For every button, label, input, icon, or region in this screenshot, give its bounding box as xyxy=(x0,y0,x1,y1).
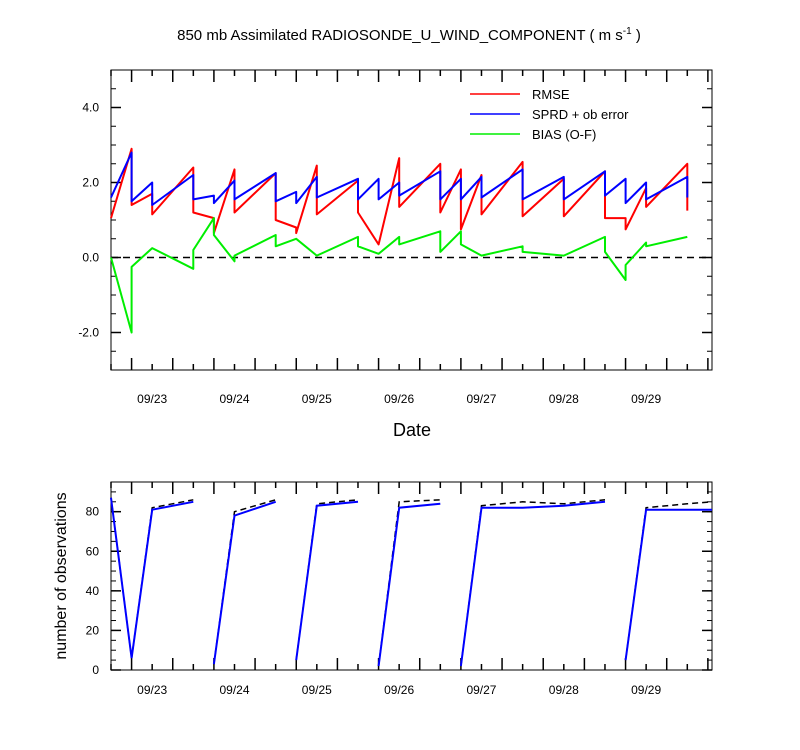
x-tick-label: 09/28 xyxy=(549,392,579,406)
series-count_used-line xyxy=(459,500,606,667)
y-tick-label: 80 xyxy=(86,505,100,519)
x-tick-label: 09/29 xyxy=(631,392,661,406)
x-tick-label: 09/24 xyxy=(219,683,249,697)
x-axis-label: Date xyxy=(393,420,431,440)
series-count_total-line xyxy=(460,499,606,667)
y-axis-label: number of observations xyxy=(53,492,70,659)
series-count_total-line xyxy=(624,501,713,661)
series-count_used-line xyxy=(110,497,194,659)
series-count_used-line xyxy=(624,508,712,661)
series-rmse-line xyxy=(110,147,689,246)
x-tick-label: 09/26 xyxy=(384,683,414,697)
bottom-plot-frame xyxy=(110,481,713,671)
y-tick-label: 40 xyxy=(86,584,100,598)
x-tick-label: 09/25 xyxy=(302,392,332,406)
legend-label-bias: BIAS (O-F) xyxy=(532,127,596,142)
y-tick-label: 4.0 xyxy=(82,101,99,115)
x-tick-label: 09/28 xyxy=(549,683,579,697)
series-count_used-line xyxy=(377,502,441,667)
y-tick-label: 2.0 xyxy=(82,176,99,190)
series-count_used-line xyxy=(295,500,359,661)
bottom-panel: 09/23 09/24 09/25 09/26 09/27 09/28 09/29 0 20 40… xyxy=(53,481,713,697)
x-tick-label: 09/29 xyxy=(631,683,661,697)
x-tick-label: 09/26 xyxy=(384,392,414,406)
legend-label-rmse: RMSE xyxy=(532,87,570,102)
y-tick-label: 60 xyxy=(86,544,100,558)
series-count_total-line xyxy=(377,499,441,667)
y-tick-label: 0 xyxy=(92,663,99,677)
x-tick-label: 09/27 xyxy=(466,683,496,697)
y-tick-label: -2.0 xyxy=(78,326,99,340)
x-tick-label: 09/23 xyxy=(137,683,167,697)
x-tick-label: 09/27 xyxy=(466,392,496,406)
y-tick-label: 0.0 xyxy=(82,251,99,265)
series-count_total-line xyxy=(110,497,194,659)
x-tick-label: 09/23 xyxy=(137,392,167,406)
chart-title: 850 mb Assimilated RADIOSONDE_U_WIND_COM… xyxy=(177,26,641,44)
x-tick-label: 09/25 xyxy=(302,683,332,697)
legend-label-sprd: SPRD + ob error xyxy=(532,107,629,122)
series-bias-line xyxy=(110,217,688,334)
series-count_total-line xyxy=(295,499,359,661)
y-tick-label: 20 xyxy=(86,623,100,637)
series-count_total-line xyxy=(213,499,276,665)
series-count_used-line xyxy=(212,500,277,665)
x-tick-label: 09/24 xyxy=(219,392,249,406)
top-panel: 09/23 09/24 09/25 09/26 09/27 09/28 09/29 -2.0 0… xyxy=(78,69,713,440)
legend: RMSE SPRD + ob error BIAS (O-F) xyxy=(470,87,629,142)
series-sprd-line xyxy=(110,151,689,206)
